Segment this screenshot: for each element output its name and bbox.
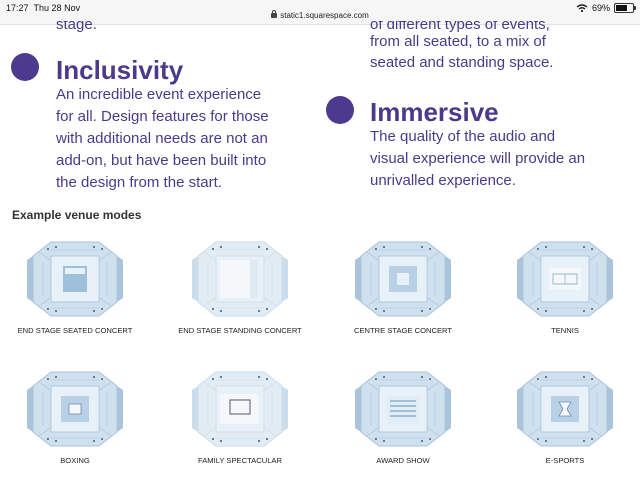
venue-mode-label: BOXING <box>60 456 90 465</box>
venue-mode-card: AWARD SHOW <box>338 368 468 465</box>
inclusivity-body: An incredible event experience for all. … <box>56 86 269 191</box>
venue-modes-heading: Example venue modes <box>12 208 142 222</box>
status-bar: 17:27 Thu 28 Nov static1.squarespace.com… <box>0 0 640 25</box>
partial-text-right-2: from all seated, to a mix of <box>370 33 546 50</box>
venue-mode-card: E-SPORTS <box>500 368 630 465</box>
immersive-bullet-icon <box>326 96 354 124</box>
immersive-body: The quality of the audio and visual expe… <box>370 128 586 189</box>
venue-mode-card: END STAGE STANDING CONCERT <box>175 238 305 335</box>
partial-text-right: of different types of events, <box>370 16 550 33</box>
battery-percent: 69% <box>591 3 610 13</box>
venue-plan-icon <box>192 371 288 447</box>
inclusivity-bullet-icon <box>11 53 39 81</box>
venue-mode-label: AWARD SHOW <box>376 456 430 465</box>
status-time: 17:27 Thu 28 Nov <box>6 3 81 13</box>
venue-plan-icon <box>355 241 451 317</box>
address-bar[interactable]: static1.squarespace.com <box>0 10 640 20</box>
venue-mode-card: FAMILY SPECTACULAR <box>175 368 305 465</box>
venue-mode-card: END STAGE SEATED CONCERT <box>10 238 140 335</box>
battery-icon <box>614 3 636 13</box>
status-indicators: 69% <box>576 3 636 13</box>
venue-mode-label: E-SPORTS <box>545 456 585 465</box>
venue-plan-icon <box>192 241 288 317</box>
venue-mode-label: END STAGE STANDING CONCERT <box>178 326 302 335</box>
venue-plan-icon <box>27 371 123 447</box>
immersive-title: Immersive <box>370 97 499 127</box>
venue-mode-card: BOXING <box>10 368 140 465</box>
venue-plan-icon <box>355 371 451 447</box>
partial-text-right-3: seated and standing space. <box>370 54 554 71</box>
venue-mode-label: TENNIS <box>551 326 579 335</box>
venue-plan-icon <box>517 241 613 317</box>
lock-icon <box>271 10 278 18</box>
venue-plan-icon <box>517 371 613 447</box>
inclusivity-title: Inclusivity <box>56 55 184 85</box>
wifi-icon <box>576 4 588 12</box>
venue-mode-label: CENTRE STAGE CONCERT <box>353 326 453 335</box>
venue-mode-card: CENTRE STAGE CONCERT <box>338 238 468 335</box>
venue-mode-label: FAMILY SPECTACULAR <box>198 456 282 465</box>
venue-plan-icon <box>27 241 123 317</box>
url-text: static1.squarespace.com <box>280 11 369 20</box>
partial-text-left: stage. <box>56 16 97 33</box>
venue-mode-label: END STAGE SEATED CONCERT <box>17 326 133 335</box>
venue-mode-card: TENNIS <box>500 238 630 335</box>
